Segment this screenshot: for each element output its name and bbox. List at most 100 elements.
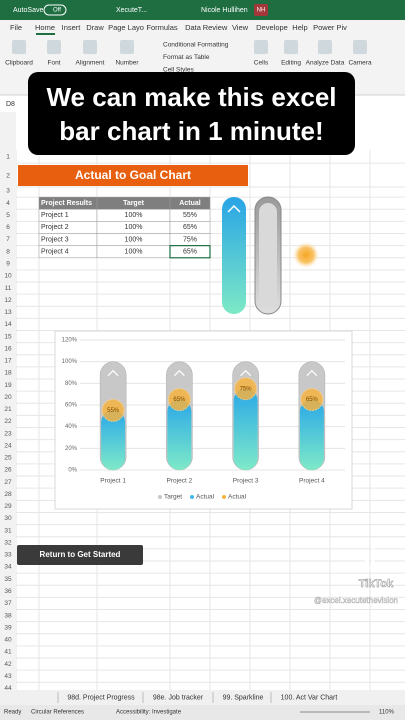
name-box[interactable]: D8 [6, 101, 15, 108]
row-header: 7 [6, 236, 10, 243]
ribbon-icon[interactable] [120, 40, 134, 54]
table-cell-text: 65% [183, 224, 197, 231]
table-header: Target [123, 200, 145, 207]
table-cell-text: Project 2 [41, 224, 69, 231]
legend-label[interactable]: Actual [228, 494, 247, 501]
row-header: 31 [4, 527, 12, 534]
row-header: 40 [4, 637, 12, 644]
row-header: 33 [4, 552, 12, 559]
row-header: 2 [6, 173, 10, 180]
table-cell-text: 75% [183, 236, 197, 243]
banner [18, 165, 248, 186]
chevron [240, 369, 252, 377]
badge[interactable] [101, 398, 125, 422]
row-header: 5 [6, 212, 10, 219]
row-header: 9 [6, 260, 10, 267]
ribbon-group: Camera [348, 60, 372, 67]
row-header: 28 [4, 491, 12, 498]
capsule-shape[interactable] [222, 197, 246, 314]
ribbon-group: Cells [254, 60, 269, 67]
actual-bar[interactable] [299, 399, 324, 470]
legend-marker [222, 495, 226, 499]
badge[interactable] [167, 388, 191, 412]
ribbon-tab[interactable]: Power Piv [313, 23, 347, 32]
row-header: 23 [4, 430, 12, 437]
return-button[interactable] [17, 545, 143, 565]
ribbon-icon[interactable] [254, 40, 268, 54]
row-header: 26 [4, 467, 12, 474]
ribbon-group: Number [115, 60, 139, 67]
ribbon-icon[interactable] [318, 40, 332, 54]
table-cell-text: 100% [125, 224, 143, 231]
chevron [306, 369, 318, 377]
row-header: 43 [4, 673, 12, 680]
row-header: 42 [4, 661, 12, 668]
table-header: Actual [179, 200, 200, 207]
badge[interactable] [234, 377, 258, 401]
table-cell-text: 100% [125, 212, 143, 219]
x-tick-label: Project 1 [100, 478, 126, 485]
status-accessibility[interactable]: Accessibility: Investigate [116, 710, 182, 716]
y-tick-label: 100% [62, 359, 78, 365]
y-tick-label: 20% [65, 446, 78, 452]
ribbon-item[interactable]: Conditional Formatting [163, 42, 229, 49]
y-tick-label: 120% [62, 338, 78, 344]
ribbon-tab[interactable]: Insert [62, 23, 82, 32]
data-label: 65% [306, 397, 319, 403]
ribbon-tab[interactable]: Review [203, 23, 228, 32]
ribbon-tab[interactable]: Draw [86, 23, 104, 32]
y-tick-label: 80% [65, 381, 78, 387]
legend-label[interactable]: Actual [196, 494, 215, 501]
ribbon-tab[interactable]: Home [35, 23, 55, 32]
table-cell-text: Project 3 [41, 236, 69, 243]
status-zoom[interactable]: 110% [379, 710, 395, 716]
ribbon-tab[interactable]: Develope [256, 23, 288, 32]
row-header: 16 [4, 345, 12, 352]
chevron [173, 369, 185, 377]
row-header: 24 [4, 442, 12, 449]
file-name[interactable]: XecuteT... [116, 7, 147, 14]
chevron [227, 204, 241, 213]
ribbon-tab[interactable]: View [232, 23, 249, 32]
autosave-toggle[interactable] [43, 4, 67, 16]
ribbon-tab[interactable]: File [10, 23, 22, 32]
status-circular[interactable]: Circular References [31, 710, 84, 716]
ribbon-item[interactable]: Cell Styles [163, 67, 194, 74]
row-header: 25 [4, 455, 12, 462]
ribbon-icon[interactable] [353, 40, 367, 54]
ribbon-icon[interactable] [83, 40, 97, 54]
ribbon-tab[interactable]: Formulas [146, 23, 178, 32]
actual-bar[interactable] [167, 399, 192, 470]
actual-bar[interactable] [101, 410, 126, 470]
row-header: 13 [4, 309, 12, 316]
sheet-tab[interactable]: 98e. Job tracker [153, 694, 204, 701]
sheet-tab[interactable]: 99. Sparkline [223, 694, 264, 701]
glow-shape[interactable] [293, 242, 319, 268]
selected-cell[interactable] [169, 245, 211, 259]
sheet-tab[interactable]: 100. Act Var Chart [281, 694, 338, 701]
user-name: Nicole Hullihen [201, 7, 248, 14]
ribbon-icon[interactable] [12, 40, 26, 54]
row-header: 21 [4, 406, 12, 413]
ribbon-tab[interactable]: Help [292, 23, 307, 32]
row-header: 19 [4, 382, 12, 389]
legend-label[interactable]: Target [164, 494, 182, 501]
ribbon-group: Alignment [76, 60, 105, 67]
badge[interactable] [300, 388, 324, 412]
ribbon-tab[interactable]: Page Layo [108, 23, 144, 32]
ribbon-icon[interactable] [47, 40, 61, 54]
actual-bar[interactable] [233, 388, 258, 470]
sheet-tab[interactable]: 98d. Project Progress [67, 694, 135, 701]
row-header: 41 [4, 649, 12, 656]
ribbon-icon[interactable] [284, 40, 298, 54]
data-label: 75% [240, 386, 253, 392]
ribbon-item[interactable]: Format as Table [163, 54, 210, 61]
chevron [107, 369, 119, 377]
row-header: 22 [4, 418, 12, 425]
row-header: 32 [4, 539, 12, 546]
user-avatar[interactable] [254, 4, 268, 16]
ribbon-tab[interactable]: Data [185, 23, 202, 32]
table-cell-text: 100% [125, 248, 143, 255]
x-tick-label: Project 4 [299, 478, 325, 485]
